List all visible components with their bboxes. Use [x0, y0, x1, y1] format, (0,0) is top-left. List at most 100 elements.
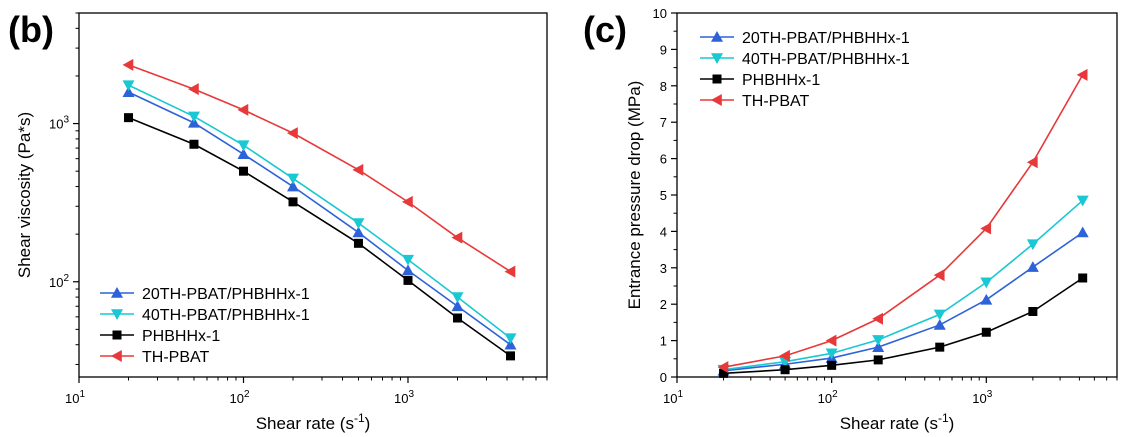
data-point — [825, 334, 837, 347]
data-point — [352, 226, 365, 238]
data-point — [287, 180, 300, 192]
y-tick-label: 5 — [660, 188, 667, 203]
data-point — [1076, 226, 1089, 238]
panel-label: (b) — [8, 9, 54, 50]
legend-label: PHBHHx-1 — [742, 72, 820, 89]
y-tick-label: 8 — [660, 79, 667, 94]
legend-marker — [111, 287, 123, 298]
x-tick-label: 101 — [663, 389, 683, 406]
legend-marker — [712, 74, 722, 84]
series-line — [723, 199, 1084, 371]
series-4 — [717, 68, 1088, 374]
data-point — [352, 218, 365, 230]
data-point — [122, 80, 135, 92]
data-point — [122, 58, 134, 71]
data-point — [1026, 156, 1038, 169]
x-tick-label: 102 — [229, 389, 249, 406]
data-point — [980, 277, 993, 289]
legend-marker — [711, 31, 723, 42]
legend-label: 40TH-PBAT/PHBHHx-1 — [142, 307, 310, 324]
data-point — [506, 351, 516, 361]
data-point — [504, 265, 516, 278]
data-point — [238, 166, 248, 176]
data-point — [719, 368, 729, 378]
series-3 — [719, 273, 1088, 378]
data-point — [451, 300, 464, 312]
x-tick-label: 103 — [394, 389, 414, 406]
data-point — [1078, 273, 1088, 283]
data-point — [451, 292, 464, 304]
legend: 20TH-PBAT/PHBHHx-1 40TH-PBAT/PHBHHx-1 PHBH… — [700, 30, 910, 110]
legend-marker — [711, 94, 722, 106]
data-point — [1026, 261, 1039, 272]
series-line — [128, 116, 511, 357]
legend-marker — [111, 350, 122, 362]
data-point — [717, 361, 729, 374]
legend-label: TH-PBAT — [142, 349, 209, 366]
y-tick-label: 9 — [660, 42, 667, 57]
y-tick-label: 3 — [660, 261, 667, 276]
series-2 — [717, 195, 1089, 376]
data-point — [1026, 239, 1039, 251]
legend-label: TH-PBAT — [742, 93, 809, 110]
series-line — [128, 91, 511, 346]
y-axis-title: Entrance pressure drop (MPa) — [625, 81, 644, 310]
y-tick-label: 0 — [660, 370, 667, 385]
series-line — [128, 84, 511, 339]
y-tick-label: 10 — [653, 6, 667, 21]
series-4 — [122, 58, 516, 278]
data-point — [933, 309, 946, 321]
data-point — [981, 327, 991, 337]
data-point — [1076, 195, 1089, 207]
data-point — [352, 163, 364, 176]
data-point — [237, 140, 250, 152]
panel-label: (c) — [583, 9, 627, 50]
data-point — [124, 113, 134, 123]
legend-marker — [111, 309, 123, 320]
y-tick-label: 6 — [660, 152, 667, 167]
data-point — [1028, 306, 1038, 316]
data-point — [980, 293, 993, 305]
data-point — [237, 103, 249, 116]
plot-frame — [78, 12, 548, 378]
legend-label: 40TH-PBAT/PHBHHx-1 — [742, 51, 910, 68]
series-line — [723, 74, 1084, 368]
data-point — [873, 355, 883, 365]
data-point — [401, 264, 414, 276]
y-tick-label: 102 — [49, 273, 69, 290]
y-tick-label: 103 — [49, 115, 69, 132]
legend-label: PHBHHx-1 — [142, 328, 220, 345]
data-point — [933, 318, 946, 330]
x-axis-title: Shear rate (s-1) — [840, 411, 955, 433]
data-point — [401, 195, 413, 208]
data-point — [872, 341, 885, 352]
data-point — [933, 269, 945, 282]
data-point — [287, 127, 298, 140]
x-axis-title: Shear rate (s-1) — [256, 411, 371, 433]
series-3 — [124, 113, 516, 361]
data-point — [825, 348, 838, 360]
chart-panel-2: (c) 101 102 103 0 1 2 3 4 5 6 7 8 9 10 Shear rate (s-1)… — [583, 6, 1118, 433]
series-2 — [122, 80, 517, 345]
x-tick-label: 101 — [65, 389, 85, 406]
data-point — [980, 222, 992, 235]
y-axis-title: Shear viscosity (Pa*s) — [15, 112, 34, 278]
data-point — [779, 349, 790, 362]
data-point — [401, 254, 414, 266]
chart-panel-1: (b) 101 102 103 102 103 Shear rate (s-1) Shear … — [8, 9, 548, 433]
data-point — [237, 148, 250, 160]
data-point — [504, 333, 517, 345]
legend-marker — [711, 53, 723, 64]
data-point — [122, 86, 135, 97]
y-tick-label: 2 — [660, 297, 667, 312]
y-tick-label: 1 — [660, 334, 667, 349]
data-point — [187, 83, 199, 96]
y-tick-label: 7 — [660, 115, 667, 130]
legend-label: 20TH-PBAT/PHBHHx-1 — [742, 30, 910, 47]
series-line — [723, 277, 1084, 375]
data-point — [403, 275, 413, 285]
data-point — [780, 365, 790, 375]
data-point — [827, 360, 837, 370]
legend-label: 20TH-PBAT/PHBHHx-1 — [142, 286, 310, 303]
